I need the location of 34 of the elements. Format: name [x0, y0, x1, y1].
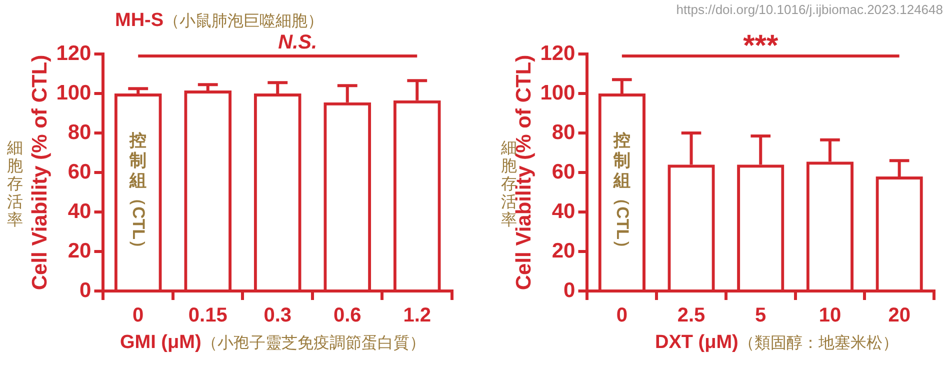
- y-tick-label: 60: [552, 160, 576, 184]
- x-tick-label: 0: [132, 304, 144, 327]
- x-tick-label: 0.15: [188, 304, 228, 327]
- y-tick-label: 80: [68, 120, 92, 144]
- x-axis-title: DXT (μM)（類固醇：地塞米松）: [655, 332, 898, 353]
- y-tick-label: 20: [68, 239, 92, 262]
- x-tick-label: 2.5: [677, 304, 706, 327]
- annotation: 控制組（CTL）: [612, 130, 633, 256]
- annotation: ***: [743, 29, 778, 62]
- y-tick-label: 20: [552, 239, 576, 262]
- y-tick-label: 120: [540, 42, 576, 65]
- y-tick-label: 100: [540, 81, 576, 104]
- x-tick-label: 0.6: [333, 304, 362, 327]
- x-tick-label: 1.2: [403, 304, 432, 327]
- text: N.S.: [278, 32, 318, 54]
- x-tick-label: 20: [888, 304, 910, 327]
- y-tick-label: 40: [552, 200, 576, 223]
- x-tick-label: 5: [755, 304, 766, 327]
- x-tick-label: 0.3: [264, 304, 292, 327]
- y-tick-label: 120: [56, 42, 92, 65]
- y-tick-label: 100: [56, 81, 92, 104]
- x-tick-label: 10: [818, 304, 842, 327]
- text: https://doi.org/10.1016/j.ijbiomac.2023.124648: [676, 2, 943, 17]
- y-tick-label: 80: [552, 120, 576, 144]
- y-tick-label: 40: [68, 200, 92, 223]
- y-axis-title: Cell Viability (% of CTL): [28, 54, 52, 290]
- y-tick-label: 0: [80, 278, 92, 302]
- y-tick-label: 0: [564, 278, 576, 302]
- annotation: 控制組（CTL）: [128, 130, 150, 256]
- text: 細胞存活率: [6, 140, 24, 230]
- x-tick-label: 0: [616, 304, 628, 327]
- y-tick-label: 60: [68, 160, 92, 184]
- x-axis-title: GMI (μM)（小孢子靈芝免疫調節蛋白質）: [120, 332, 426, 353]
- chart-title: MH-S（小鼠肺泡巨噬細胞）: [115, 10, 324, 31]
